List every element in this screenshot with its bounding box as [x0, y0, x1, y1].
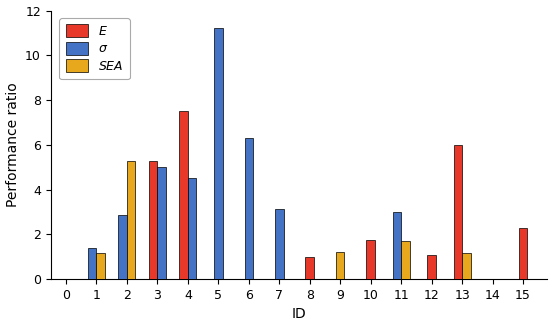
Bar: [393, 212, 401, 279]
Bar: [158, 167, 166, 279]
Bar: [214, 28, 223, 279]
Bar: [519, 228, 528, 279]
X-axis label: ID: ID: [291, 307, 306, 321]
Bar: [96, 253, 105, 279]
Bar: [305, 257, 314, 279]
Bar: [149, 161, 158, 279]
Legend: $E$, $\sigma$, $SEA$: $E$, $\sigma$, $SEA$: [59, 18, 130, 79]
Y-axis label: Performance ratio: Performance ratio: [6, 82, 19, 207]
Bar: [118, 215, 127, 279]
Bar: [462, 253, 471, 279]
Bar: [188, 179, 196, 279]
Bar: [336, 252, 345, 279]
Bar: [453, 145, 462, 279]
Bar: [275, 209, 284, 279]
Bar: [427, 254, 436, 279]
Bar: [244, 138, 253, 279]
Bar: [367, 240, 375, 279]
Bar: [127, 161, 135, 279]
Bar: [401, 241, 410, 279]
Bar: [179, 111, 188, 279]
Bar: [88, 248, 96, 279]
